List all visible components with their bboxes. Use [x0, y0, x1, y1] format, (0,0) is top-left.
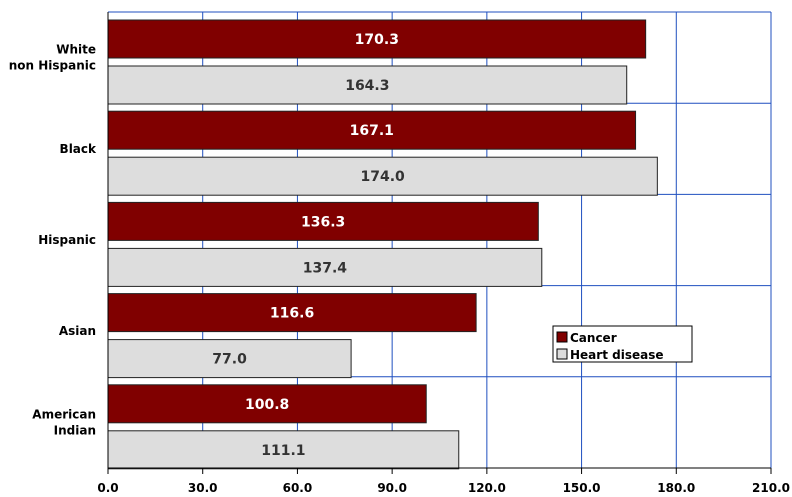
bar-heart-disease [107, 247, 543, 287]
bar-cancer [107, 293, 477, 333]
category-label: Asian [59, 324, 96, 338]
bar-heart-disease [107, 430, 460, 470]
data-label: 100.8 [245, 397, 289, 413]
data-label: 116.6 [270, 306, 314, 322]
data-label: 77.0 [212, 352, 247, 368]
x-tick-label: 180.0 [657, 481, 695, 493]
x-tick-label: 90.0 [377, 481, 407, 493]
data-label: 111.1 [261, 443, 305, 459]
data-label: 170.3 [355, 32, 399, 48]
category-label: Hispanic [38, 233, 96, 247]
x-tick-label: 60.0 [283, 481, 313, 493]
category-label: American Indian [32, 407, 96, 437]
data-label: 174.0 [361, 169, 406, 185]
x-tick-label: 210.0 [752, 481, 790, 493]
legend-swatch-heart-disease [556, 348, 568, 360]
data-label: 164.3 [345, 78, 389, 94]
legend-box [552, 325, 693, 363]
data-label: 167.1 [350, 123, 394, 139]
data-label: 136.3 [301, 214, 345, 230]
bar-cancer [107, 384, 427, 424]
bar-heart-disease [107, 156, 658, 196]
x-tick-label: 120.0 [468, 481, 506, 493]
legend-swatch-cancer [556, 331, 568, 343]
x-tick-label: 150.0 [563, 481, 601, 493]
category-label: Black [60, 142, 97, 156]
bar-cancer [107, 201, 539, 241]
legend-entry: Cancer [570, 331, 617, 345]
data-label: 137.4 [303, 260, 348, 276]
category-label: White non Hispanic [9, 43, 96, 73]
legend-entry: Heart disease [570, 348, 663, 362]
x-tick-label: 30.0 [188, 481, 218, 493]
x-tick-label: 0.0 [97, 481, 118, 493]
